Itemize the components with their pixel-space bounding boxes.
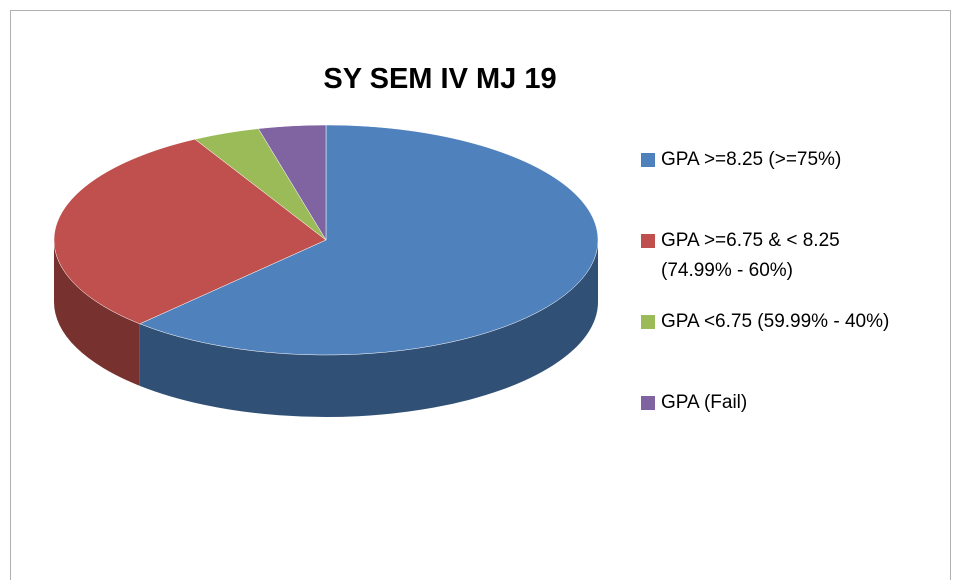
slice (257, 124, 327, 241)
legend-label: GPA >=8.25 (>=75%) (661, 149, 842, 170)
legend-item: GPA (Fail) (641, 388, 951, 469)
slice (53, 138, 327, 325)
legend-label: GPA >=6.75 & < 8.25 (74.99% - 60%) (661, 230, 840, 281)
legend-item: GPA >=8.25 (>=75%) (641, 145, 951, 226)
legend-swatch (641, 153, 655, 167)
pie (53, 124, 599, 417)
chart-title: SY SEM IV MJ 19 (323, 63, 556, 95)
slice-side (54, 240, 140, 386)
legend-label: GPA (Fail) (661, 392, 748, 413)
legend: GPA >=8.25 (>=75%) GPA >=6.75 & < 8.25 (7… (641, 145, 951, 469)
legend-swatch (641, 234, 655, 248)
legend-label: GPA <6.75 (59.99% - 40%) (661, 311, 890, 332)
chart-border (10, 10, 951, 580)
legend-swatch (641, 396, 655, 410)
legend-item: GPA <6.75 (59.99% - 40%) (641, 307, 951, 388)
slice-side (139, 240, 598, 417)
legend-item: GPA >=6.75 & < 8.25 (74.99% - 60%) (641, 226, 951, 307)
slice (139, 124, 599, 356)
legend-swatch (641, 315, 655, 329)
